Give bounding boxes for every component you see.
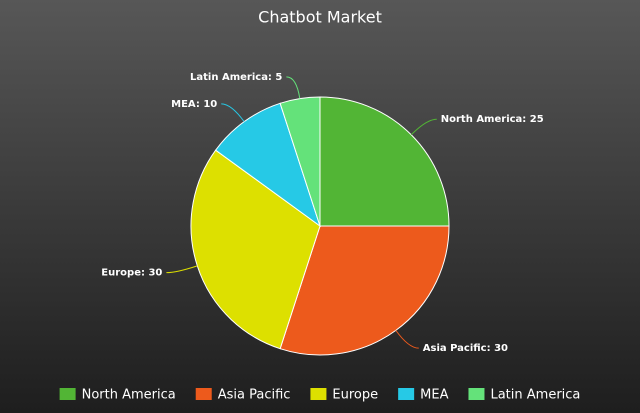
legend-swatch	[195, 388, 212, 400]
legend-label: North America	[82, 388, 176, 403]
legend-label: Europe	[332, 388, 378, 403]
legend-label: Asia Pacific	[218, 388, 291, 403]
data-label: Asia Pacific: 30	[423, 343, 508, 354]
data-label: MEA: 10	[171, 99, 217, 110]
legend-swatch	[398, 388, 415, 400]
leader-line	[166, 265, 198, 274]
pie-slice	[190, 149, 321, 350]
legend-label: MEA	[420, 388, 448, 403]
legend-swatch	[468, 388, 485, 400]
data-label: Europe: 30	[101, 268, 162, 279]
pie-slice	[279, 225, 450, 356]
data-label: Latin America: 5	[190, 72, 282, 83]
data-label: North America: 25	[441, 114, 544, 125]
leader-line	[395, 330, 419, 349]
leader-line	[286, 76, 301, 99]
legend-swatch	[59, 388, 76, 400]
legend-swatch	[310, 388, 327, 400]
leader-line	[410, 118, 437, 136]
pie-slice	[214, 102, 321, 228]
legend-label: Latin America	[490, 388, 580, 403]
chart-title: Chatbot Market	[258, 8, 382, 27]
leader-line	[221, 103, 245, 122]
pie-slice	[279, 96, 321, 227]
